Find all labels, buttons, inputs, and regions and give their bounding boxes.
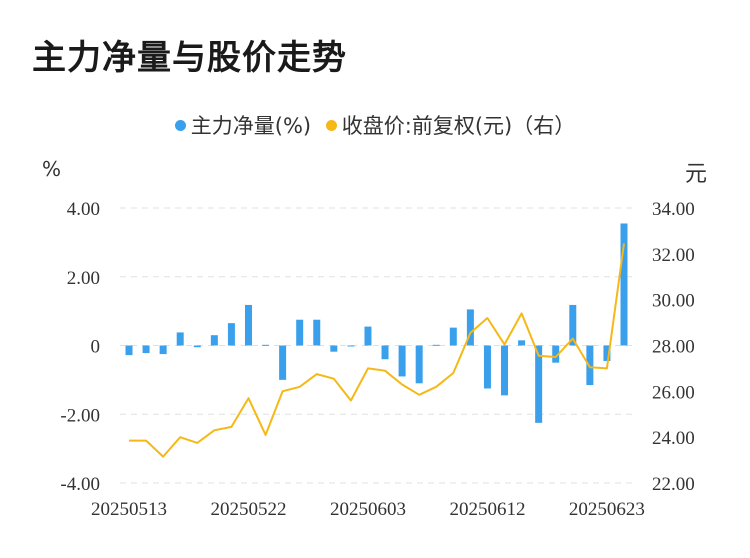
net-bar: [501, 345, 509, 396]
net-bar: [279, 345, 287, 380]
net-bar: [483, 345, 491, 389]
net-bar: [432, 344, 440, 346]
net-bar: [125, 345, 133, 356]
net-bar: [381, 345, 389, 360]
net-bar: [398, 345, 406, 377]
x-tick-label: 20250513: [91, 499, 167, 520]
y-left-tick-label: 0: [91, 337, 101, 358]
x-tick-label: 20250612: [449, 499, 525, 520]
net-bar: [262, 344, 270, 346]
price-line: [129, 243, 625, 458]
right-axis-unit: 元: [685, 162, 708, 187]
net-bar: [193, 345, 201, 348]
net-bar: [244, 304, 252, 346]
y-right-tick-label: 26.00: [652, 382, 695, 403]
net-bar: [449, 327, 457, 346]
net-bar: [586, 345, 594, 386]
y-right-tick-label: 24.00: [652, 428, 695, 449]
net-bar: [227, 323, 235, 346]
y-left-tick-label: 2.00: [67, 268, 100, 289]
y-right-tick-label: 22.00: [652, 474, 695, 495]
net-bar: [159, 345, 167, 355]
x-tick-label: 20250522: [210, 499, 286, 520]
y-left-tick-label: -4.00: [60, 474, 100, 495]
net-bar: [466, 309, 474, 346]
net-bar: [569, 304, 577, 346]
y-right-tick-label: 34.00: [652, 199, 695, 220]
legend-label-net: 主力净量(%): [190, 114, 312, 138]
net-bar: [296, 319, 304, 346]
net-bar: [313, 319, 321, 346]
x-tick-label: 20250603: [330, 499, 406, 520]
legend-line-marker-icon: [325, 119, 337, 131]
legend: 主力净量(%) 收盘价:前复权(元)（右）: [0, 110, 750, 140]
legend-label-price: 收盘价:前复权(元)（右）: [341, 114, 576, 138]
y-right-tick-label: 30.00: [652, 291, 695, 312]
net-bar: [364, 326, 372, 346]
net-bar: [620, 223, 628, 346]
net-bar: [347, 345, 355, 347]
legend-item-price[interactable]: 收盘价:前复权(元)（右）: [325, 110, 576, 140]
y-right-tick-label: 28.00: [652, 337, 695, 358]
net-bar: [535, 345, 543, 423]
y-left-tick-label: -2.00: [60, 405, 100, 426]
left-axis-unit: %: [42, 157, 62, 181]
net-bar: [552, 345, 560, 363]
net-bar: [415, 345, 423, 384]
net-bar: [176, 332, 184, 346]
x-tick-label: 20250623: [569, 499, 645, 520]
legend-bar-marker-icon: [174, 119, 186, 131]
legend-item-net[interactable]: 主力净量(%): [174, 110, 312, 140]
net-bar: [603, 345, 611, 361]
y-right-tick-label: 32.00: [652, 245, 695, 266]
net-bar: [210, 335, 218, 346]
net-bar: [330, 345, 338, 352]
net-bar: [518, 340, 526, 346]
chart-title: 主力净量与股价走势: [32, 38, 347, 78]
net-bar: [142, 345, 150, 354]
y-left-tick-label: 4.00: [67, 199, 100, 220]
